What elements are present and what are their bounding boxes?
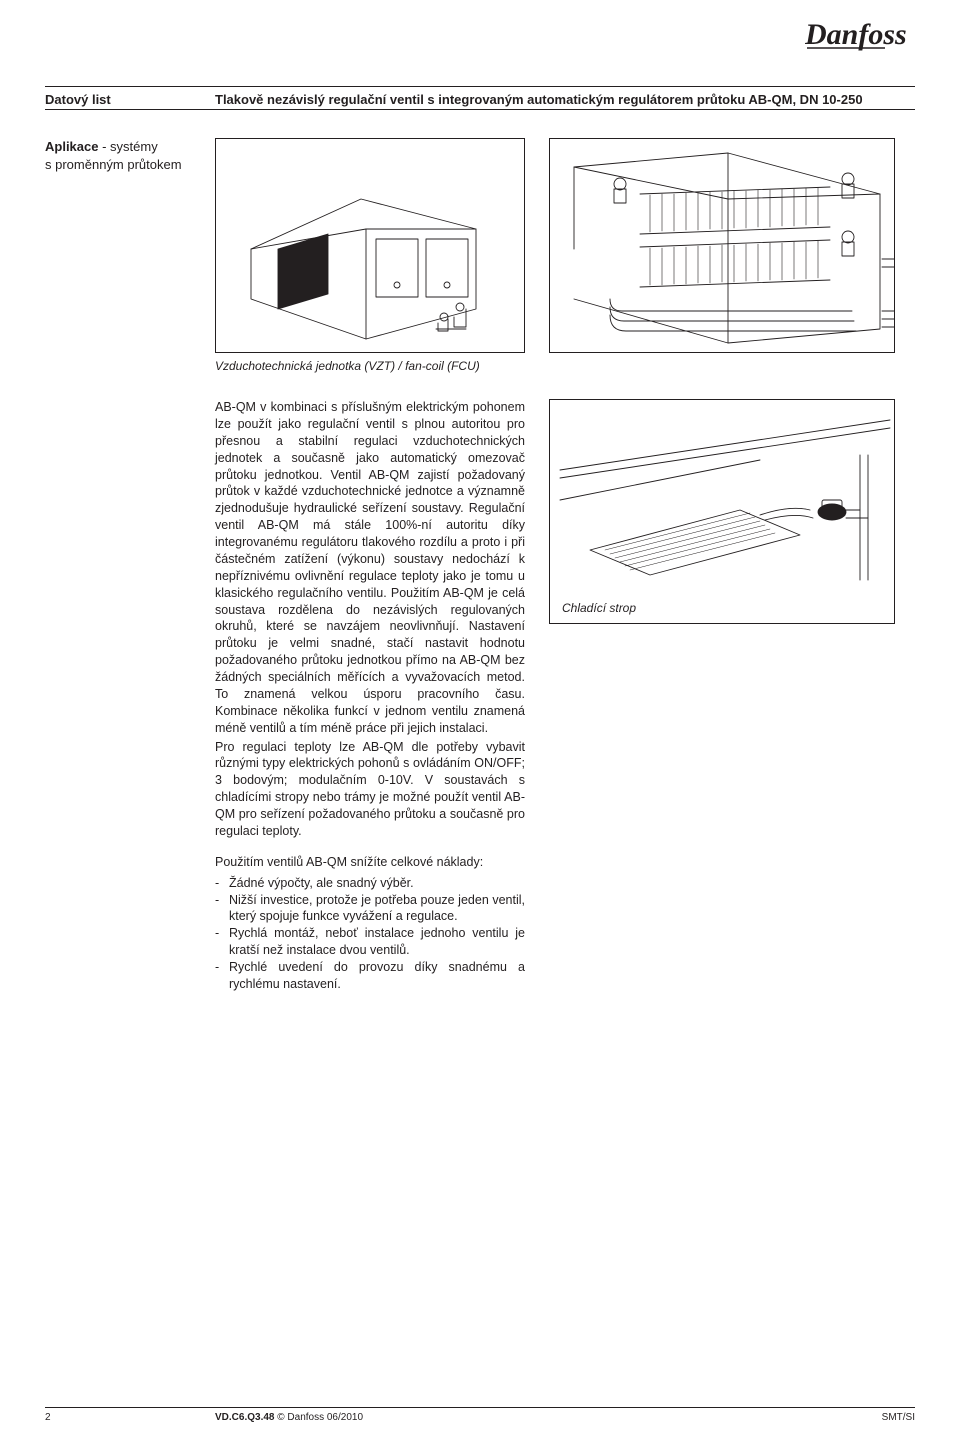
figure-fancoil xyxy=(549,138,895,353)
body-text-column: AB-QM v kombinaci s příslušným elektrick… xyxy=(215,399,525,993)
list-item: -Rychlé uvedení do provozu díky snadnému… xyxy=(215,959,525,993)
doc-title: Tlakově nezávislý regulační ventil s int… xyxy=(215,92,915,107)
section-label: Aplikace - systémy s proměnným průtokem xyxy=(45,138,215,993)
figure-row xyxy=(215,138,915,353)
page-footer: 2 VD.C6.Q3.48 © Danfoss 06/2010 SMT/SI xyxy=(45,1407,915,1423)
figure-ahu xyxy=(215,138,525,353)
footer-copyright: © Danfoss 06/2010 xyxy=(277,1412,363,1423)
section-label-suffix: - systémy xyxy=(98,139,157,154)
section-label-line2: s proměnným průtokem xyxy=(45,156,215,174)
list-item: -Nižší investice, protože je potřeba pou… xyxy=(215,892,525,926)
footer-right: SMT/SI xyxy=(882,1412,915,1423)
list-item: -Rychlá montáž, neboť instalace jednoho … xyxy=(215,925,525,959)
brand-logo: Danfoss xyxy=(805,18,915,57)
page-heading-bar: Datový list Tlakově nezávislý regulační … xyxy=(45,86,915,110)
paragraph-2-intro: Použitím ventilů AB-QM snížíte celkové n… xyxy=(215,854,525,871)
footer-doc-code: VD.C6.Q3.48 xyxy=(215,1412,274,1423)
figure-row-caption: Vzduchotechnická jednotka (VZT) / fan-co… xyxy=(215,359,915,373)
figure-cooling-ceiling: Chladící strop xyxy=(549,399,895,624)
paragraph-1b: Pro regulaci teploty lze AB-QM dle potře… xyxy=(215,739,525,840)
figure-cooling-ceiling-caption: Chladící strop xyxy=(562,601,636,615)
paragraph-1: AB-QM v kombinaci s příslušným elektrick… xyxy=(215,399,525,737)
section-label-bold: Aplikace xyxy=(45,139,98,154)
list-item: -Žádné výpočty, ale snadný výběr. xyxy=(215,875,525,892)
page-number: 2 xyxy=(45,1412,215,1423)
doc-type-label: Datový list xyxy=(45,92,215,107)
benefits-list: -Žádné výpočty, ale snadný výběr. -Nižší… xyxy=(215,875,525,993)
brand-text: Danfoss xyxy=(805,18,907,51)
